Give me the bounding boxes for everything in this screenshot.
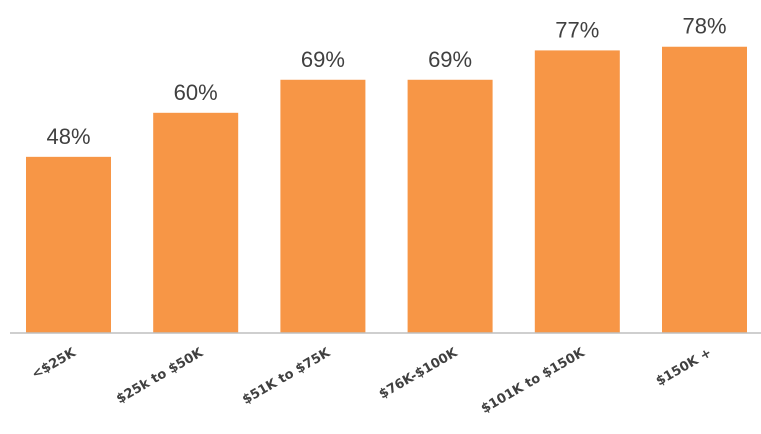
x-tick-label: $150K + <box>654 345 715 389</box>
data-label: 69% <box>301 47 345 72</box>
x-tick-label: <$25K <box>29 345 79 383</box>
bar <box>534 50 620 333</box>
x-tick-labels-layer: <$25K $25k to $50K $51K to $75K $76K-$100K $… <box>29 345 714 417</box>
x-tick-label: $101K to $150K <box>479 345 588 417</box>
data-label: 78% <box>682 14 726 39</box>
x-tick-label: $25k to $50K <box>114 345 206 407</box>
data-labels-layer: 48% 60% 69% 69% 77% 78% <box>46 14 726 149</box>
bar <box>662 46 747 334</box>
bar <box>153 112 239 333</box>
x-tick-label: $76K-$100K <box>377 345 461 402</box>
data-label: 77% <box>555 17 599 42</box>
bar <box>280 79 366 334</box>
data-label: 69% <box>428 47 472 72</box>
x-tick-label: $51K to $75K <box>240 345 334 408</box>
data-label: 48% <box>46 124 90 149</box>
bar <box>26 156 111 333</box>
bar <box>407 79 493 334</box>
bars-layer <box>26 46 747 334</box>
data-label: 60% <box>174 80 218 105</box>
